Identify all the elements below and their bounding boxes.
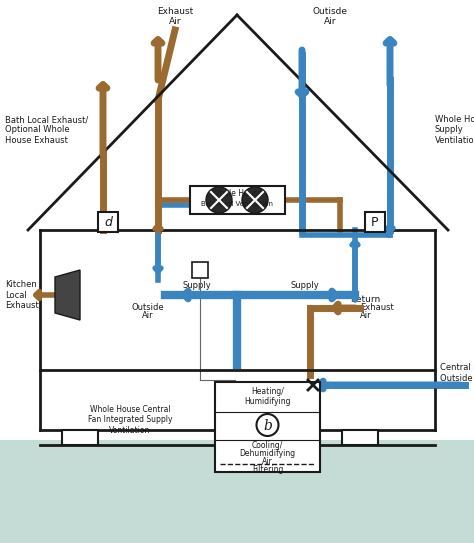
Text: Bath Local Exhaust/
Optional Whole
House Exhaust: Bath Local Exhaust/ Optional Whole House… xyxy=(5,115,88,145)
Text: Air: Air xyxy=(169,16,181,26)
Text: Whole House: Whole House xyxy=(212,188,262,198)
Text: Outisde: Outisde xyxy=(312,8,347,16)
Bar xyxy=(98,212,118,232)
Bar xyxy=(365,212,385,232)
Text: Exhaust: Exhaust xyxy=(360,302,394,312)
Bar xyxy=(215,382,320,472)
Bar xyxy=(192,262,208,278)
Circle shape xyxy=(242,187,268,213)
Text: d: d xyxy=(104,216,112,229)
Text: Kitchen
Local
Exhaust: Kitchen Local Exhaust xyxy=(5,280,39,310)
Text: Supply: Supply xyxy=(291,281,319,289)
Text: Outside: Outside xyxy=(132,302,164,312)
Bar xyxy=(342,430,378,445)
Text: P: P xyxy=(371,216,379,229)
Text: b: b xyxy=(263,419,272,433)
Text: Whole House Central
Fan Integrated Supply
Ventilation: Whole House Central Fan Integrated Suppl… xyxy=(88,405,172,435)
Text: Dehumidifying: Dehumidifying xyxy=(239,450,296,458)
Bar xyxy=(62,430,98,445)
Text: Whole House
Supply
Ventilation: Whole House Supply Ventilation xyxy=(435,115,474,145)
Text: Return: Return xyxy=(350,294,380,304)
Text: Air: Air xyxy=(360,312,372,320)
Bar xyxy=(190,186,285,214)
Text: Air: Air xyxy=(324,16,336,26)
Text: Air: Air xyxy=(262,458,273,466)
Circle shape xyxy=(206,187,232,213)
Text: Central System
Outside Air Inlet: Central System Outside Air Inlet xyxy=(440,363,474,383)
Polygon shape xyxy=(0,440,474,543)
Text: Air: Air xyxy=(142,312,154,320)
Text: Supply: Supply xyxy=(182,281,211,289)
Text: Cooling/: Cooling/ xyxy=(252,441,283,451)
Text: Heating/: Heating/ xyxy=(251,388,284,396)
Text: Exhaust: Exhaust xyxy=(157,8,193,16)
Text: Balanced Ventilation: Balanced Ventilation xyxy=(201,201,273,207)
Polygon shape xyxy=(55,270,80,320)
Text: Humidifying: Humidifying xyxy=(244,396,291,406)
Text: Filtering: Filtering xyxy=(252,464,283,473)
